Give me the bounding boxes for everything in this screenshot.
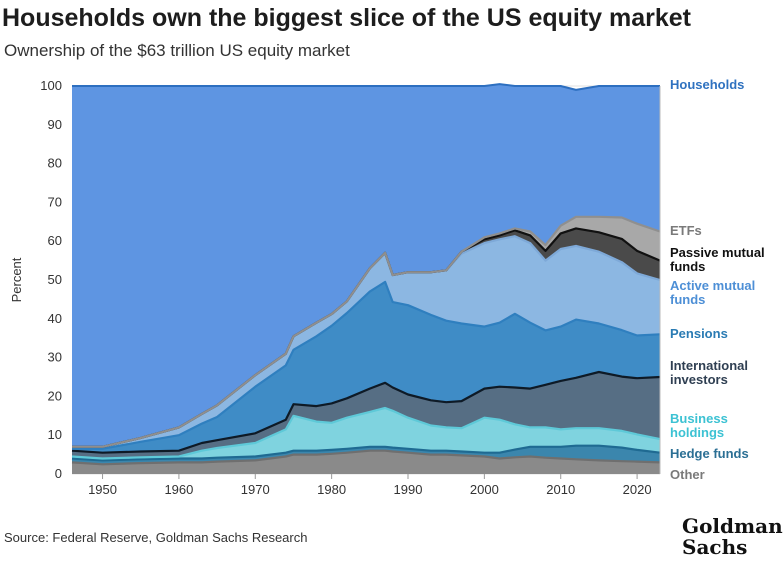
series-labels: Households ETFs Passive mutual funds Act… <box>670 77 765 482</box>
label-business-2: holdings <box>670 425 724 440</box>
x-tick-label: 1960 <box>164 482 193 497</box>
label-hedge-funds: Hedge funds <box>670 446 749 461</box>
source-note: Source: Federal Reserve, Goldman Sachs R… <box>4 530 308 545</box>
boundary-households <box>72 83 660 91</box>
label-households: Households <box>670 77 744 92</box>
area-series <box>72 84 660 474</box>
boundary-hedge-funds <box>71 444 661 462</box>
x-tick-label: 2020 <box>623 482 652 497</box>
y-tick-label: 60 <box>48 233 62 248</box>
chart-title: Households own the biggest slice of the … <box>2 4 692 32</box>
area-passive-mutual-funds <box>72 228 660 447</box>
y-tick-label: 0 <box>55 466 62 481</box>
x-tick-label: 1950 <box>88 482 117 497</box>
y-axis: 0 10 20 30 40 50 60 70 80 90 100 <box>40 78 661 481</box>
boundary-international-investors <box>71 370 661 454</box>
label-business-1: Business <box>670 411 728 426</box>
x-axis: 1950 1960 1970 1980 1990 2000 2010 2020 <box>88 474 652 497</box>
x-tick-label: 1970 <box>241 482 270 497</box>
logo-line-1: Goldman <box>682 514 783 538</box>
area-business-holdings <box>72 408 660 461</box>
area-active-mutual-funds <box>72 236 660 449</box>
label-international-1: International <box>670 358 748 373</box>
logo-line-2: Sachs <box>682 535 748 559</box>
boundary-pensions <box>72 280 661 450</box>
y-tick-label: 80 <box>48 156 62 171</box>
x-tick-label: 2010 <box>546 482 575 497</box>
label-other: Other <box>670 467 705 482</box>
area-households <box>72 84 660 447</box>
area-international-investors <box>72 372 660 459</box>
y-tick-label: 40 <box>48 311 62 326</box>
chart-subtitle: Ownership of the $63 trillion US equity … <box>4 41 350 60</box>
label-pensions: Pensions <box>670 326 728 341</box>
area-pensions <box>72 281 660 453</box>
label-active-1: Active mutual <box>670 278 755 293</box>
label-passive-1: Passive mutual <box>670 245 765 260</box>
label-international-2: investors <box>670 372 728 387</box>
label-active-2: funds <box>670 292 705 307</box>
y-axis-label: Percent <box>9 257 24 302</box>
x-tick-label: 2000 <box>470 482 499 497</box>
goldman-sachs-logo: Goldman Sachs <box>682 514 783 559</box>
y-tick-label: 20 <box>48 388 62 403</box>
y-tick-label: 30 <box>48 350 62 365</box>
x-tick-label: 1980 <box>317 482 346 497</box>
boundary-business-holdings <box>71 406 661 460</box>
y-tick-label: 100 <box>40 78 62 93</box>
y-tick-label: 70 <box>48 194 62 209</box>
y-tick-label: 50 <box>48 272 62 287</box>
x-tick-label: 1990 <box>394 482 423 497</box>
label-passive-2: funds <box>670 259 705 274</box>
area-other <box>72 450 660 474</box>
label-etfs: ETFs <box>670 223 702 238</box>
boundary-other <box>71 449 661 466</box>
y-tick-label: 10 <box>48 427 62 442</box>
boundary-etfs <box>72 215 661 448</box>
series-boundaries <box>71 83 661 466</box>
y-tick-label: 90 <box>48 117 62 132</box>
